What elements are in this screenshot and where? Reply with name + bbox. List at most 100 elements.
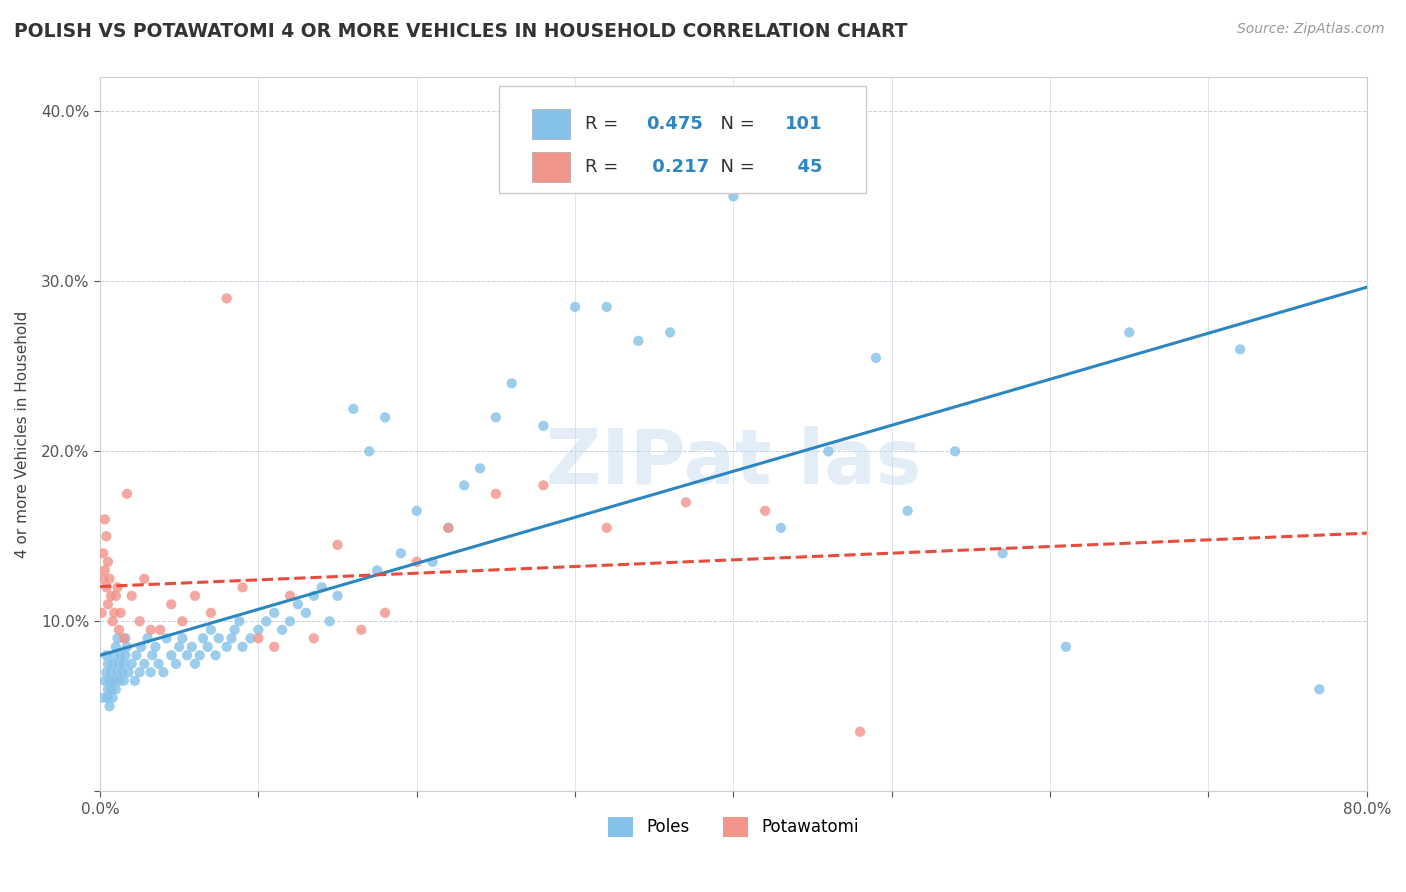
Potawatomi bbox=[405, 555, 427, 569]
Poles bbox=[139, 665, 162, 680]
Poles bbox=[287, 597, 309, 611]
Poles bbox=[160, 648, 183, 663]
Potawatomi bbox=[108, 623, 131, 637]
Poles bbox=[295, 606, 318, 620]
Poles bbox=[128, 665, 150, 680]
Poles bbox=[191, 632, 214, 646]
Poles bbox=[167, 640, 190, 654]
Poles bbox=[501, 376, 523, 391]
Poles bbox=[125, 648, 148, 663]
Poles bbox=[108, 673, 131, 688]
Potawatomi bbox=[215, 292, 238, 306]
Potawatomi bbox=[374, 606, 396, 620]
Poles bbox=[103, 673, 125, 688]
Text: R =: R = bbox=[585, 115, 624, 133]
Potawatomi bbox=[91, 546, 114, 560]
Poles bbox=[326, 589, 349, 603]
Potawatomi bbox=[98, 572, 121, 586]
Poles bbox=[98, 699, 121, 714]
Potawatomi bbox=[96, 529, 118, 543]
Poles bbox=[112, 673, 135, 688]
Poles bbox=[897, 504, 920, 518]
Text: Source: ZipAtlas.com: Source: ZipAtlas.com bbox=[1237, 22, 1385, 37]
Potawatomi bbox=[97, 597, 120, 611]
Potawatomi bbox=[263, 640, 285, 654]
Poles bbox=[165, 657, 187, 671]
Poles bbox=[155, 632, 177, 646]
Potawatomi bbox=[531, 478, 554, 492]
Poles bbox=[112, 657, 135, 671]
Potawatomi bbox=[232, 580, 254, 594]
Poles bbox=[239, 632, 262, 646]
Poles bbox=[564, 300, 586, 314]
Text: POLISH VS POTAWATOMI 4 OR MORE VEHICLES IN HOUSEHOLD CORRELATION CHART: POLISH VS POTAWATOMI 4 OR MORE VEHICLES … bbox=[14, 22, 907, 41]
Poles bbox=[114, 648, 136, 663]
Poles bbox=[215, 640, 238, 654]
Potawatomi bbox=[278, 589, 301, 603]
Potawatomi bbox=[107, 580, 129, 594]
Potawatomi bbox=[128, 615, 150, 629]
Poles bbox=[117, 665, 139, 680]
Potawatomi bbox=[200, 606, 222, 620]
Poles bbox=[817, 444, 839, 458]
Potawatomi bbox=[326, 538, 349, 552]
Poles bbox=[389, 546, 412, 560]
Text: N =: N = bbox=[710, 158, 761, 176]
Poles bbox=[108, 657, 131, 671]
Poles bbox=[101, 657, 124, 671]
Potawatomi bbox=[596, 521, 619, 535]
Poles bbox=[204, 648, 226, 663]
Poles bbox=[453, 478, 475, 492]
Poles bbox=[101, 690, 124, 705]
Poles bbox=[97, 657, 120, 671]
Legend: Poles, Potawatomi: Poles, Potawatomi bbox=[602, 810, 866, 844]
Potawatomi bbox=[100, 589, 122, 603]
Poles bbox=[100, 682, 122, 697]
Poles bbox=[374, 410, 396, 425]
Poles bbox=[769, 521, 792, 535]
Poles bbox=[180, 640, 202, 654]
Potawatomi bbox=[101, 615, 124, 629]
Poles bbox=[121, 657, 143, 671]
Poles bbox=[723, 189, 745, 203]
Potawatomi bbox=[90, 606, 112, 620]
Text: 0.217: 0.217 bbox=[645, 158, 709, 176]
Poles bbox=[145, 640, 167, 654]
Potawatomi bbox=[302, 632, 325, 646]
Potawatomi bbox=[94, 563, 117, 577]
Poles bbox=[485, 410, 508, 425]
Poles bbox=[422, 555, 444, 569]
Potawatomi bbox=[350, 623, 373, 637]
Text: 0.475: 0.475 bbox=[645, 115, 703, 133]
Text: R =: R = bbox=[585, 158, 624, 176]
Poles bbox=[96, 665, 118, 680]
Poles bbox=[104, 640, 127, 654]
Poles bbox=[107, 665, 129, 680]
Potawatomi bbox=[485, 487, 508, 501]
Potawatomi bbox=[160, 597, 183, 611]
Text: 101: 101 bbox=[786, 115, 823, 133]
Poles bbox=[690, 181, 713, 195]
Poles bbox=[468, 461, 491, 475]
Poles bbox=[318, 615, 340, 629]
Poles bbox=[111, 665, 134, 680]
Poles bbox=[1054, 640, 1077, 654]
Poles bbox=[359, 444, 381, 458]
Text: ZIPat las: ZIPat las bbox=[546, 425, 921, 500]
Potawatomi bbox=[110, 606, 132, 620]
Potawatomi bbox=[91, 572, 114, 586]
Poles bbox=[176, 648, 198, 663]
Poles bbox=[114, 632, 136, 646]
Potawatomi bbox=[149, 623, 172, 637]
Poles bbox=[278, 615, 301, 629]
Poles bbox=[221, 632, 243, 646]
Bar bbox=[531, 109, 569, 139]
Poles bbox=[104, 682, 127, 697]
Poles bbox=[98, 673, 121, 688]
Bar bbox=[531, 152, 569, 182]
Poles bbox=[96, 648, 118, 663]
Potawatomi bbox=[184, 589, 207, 603]
Poles bbox=[136, 632, 159, 646]
Poles bbox=[228, 615, 250, 629]
Potawatomi bbox=[103, 606, 125, 620]
